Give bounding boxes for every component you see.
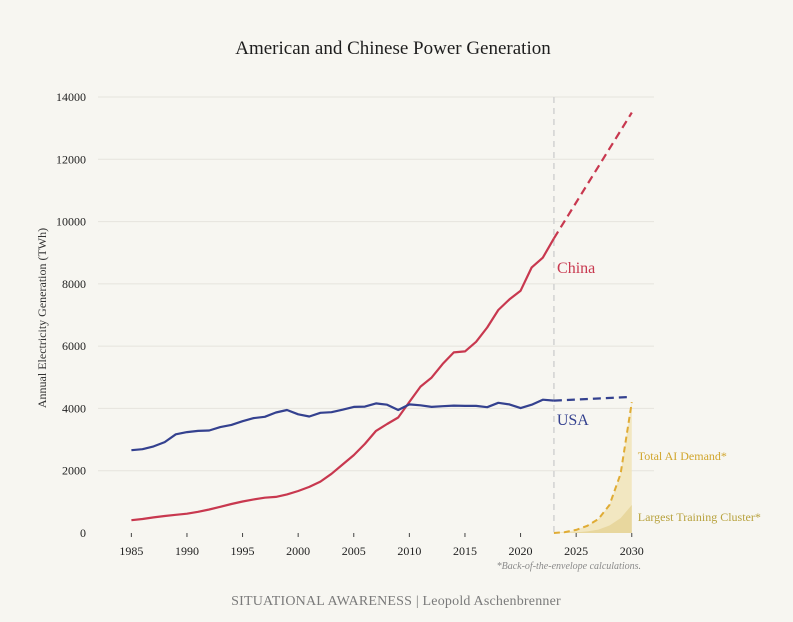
axis-ticks: 0 2000 4000 6000 8000 10000 12000 14000 1985 1990…	[56, 90, 644, 558]
china-label: China	[557, 260, 595, 277]
training-cluster-label: Largest Training Cluster*	[638, 510, 761, 524]
grid	[98, 96, 654, 472]
ai-demand-line	[553, 402, 633, 534]
training-cluster-area	[553, 505, 632, 533]
x-tick-label: 2015	[453, 544, 477, 558]
y-tick-label: 2000	[62, 464, 86, 478]
x-tick-label: 2010	[397, 544, 421, 558]
ai-demand-area	[553, 402, 632, 533]
ai-demand-label: Total AI Demand*	[638, 449, 727, 463]
usa-series-line	[131, 398, 554, 452]
y-axis-label: Annual Electricity Generation (TWh)	[35, 228, 49, 408]
x-tick-label: 2020	[509, 544, 533, 558]
y-tick-label: 4000	[62, 401, 86, 415]
y-tick-label: 6000	[62, 339, 86, 353]
x-tick-label: 1985	[119, 544, 143, 558]
china-projection-line	[552, 112, 633, 239]
x-tick-label: 2005	[342, 544, 366, 558]
ai-demand-area-group	[553, 402, 632, 533]
chart-title: American and Chinese Power Generation	[235, 38, 551, 59]
x-tick-label: 2030	[620, 544, 644, 558]
y-tick-label: 12000	[56, 152, 86, 166]
x-tick-label: 2025	[564, 544, 588, 558]
credit-line: SITUATIONAL AWARENESS | Leopold Aschenbr…	[231, 594, 561, 609]
y-tick-label: 14000	[56, 90, 86, 104]
footnote: *Back-of-the-envelope calculations.	[497, 561, 641, 572]
x-tick-label: 1990	[175, 544, 199, 558]
china-series-line	[131, 237, 555, 522]
annotations: China USA Total AI Demand* Largest Training…	[557, 260, 761, 524]
y-tick-label: 8000	[62, 277, 86, 291]
y-tick-label: 10000	[56, 215, 86, 229]
series-group	[131, 112, 633, 534]
usa-projection-line	[553, 395, 632, 402]
usa-label: USA	[557, 412, 589, 429]
x-tick-label: 1995	[231, 544, 255, 558]
y-tick-label: 0	[80, 526, 86, 540]
x-tick-label: 2000	[286, 544, 310, 558]
